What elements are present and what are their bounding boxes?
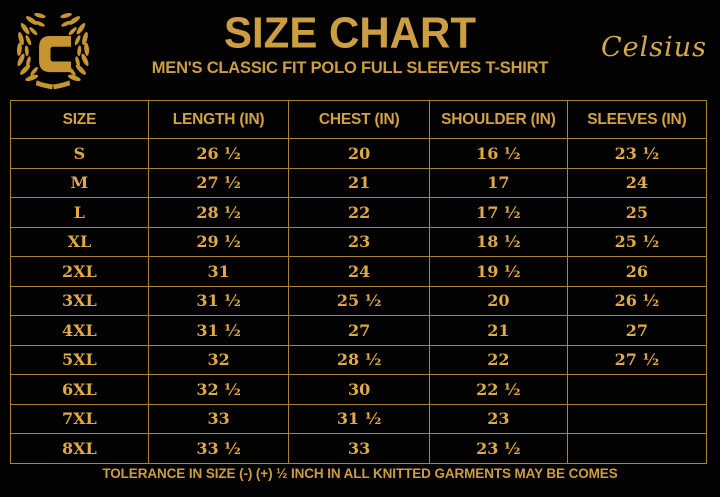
cell-shoulder: 20 (428, 285, 568, 316)
cell-sleeves: 26 (566, 256, 708, 287)
cell-chest: 28 ½ (288, 344, 430, 375)
cell-length: 33 (147, 403, 290, 434)
brand-name: Celsius (600, 32, 707, 63)
cell-length: 28 ½ (147, 197, 290, 228)
cell-shoulder: 21 (428, 315, 568, 346)
cell-sleeves (566, 403, 708, 434)
cell-shoulder: 16 ½ (428, 138, 568, 169)
cell-chest: 30 (288, 374, 430, 405)
cell-shoulder: 23 (428, 403, 568, 434)
cell-sleeves: 25 (566, 197, 708, 228)
cell-sleeves (566, 433, 708, 464)
table-row: 6XL 32 ½ 30 22 ½ (10, 374, 708, 405)
cell-size: 8XL (10, 433, 149, 464)
cell-length: 32 ½ (147, 374, 290, 405)
cell-length: 27 ½ (147, 167, 290, 198)
cell-size: 5XL (10, 344, 149, 375)
col-header-size: SIZE (10, 100, 149, 139)
cell-shoulder: 19 ½ (428, 256, 568, 287)
cell-chest: 31 ½ (288, 403, 430, 434)
table-row: L 28 ½ 22 17 ½ 25 (10, 197, 708, 228)
table-header-row: SIZE LENGTH (IN) CHEST (IN) SHOULDER (IN… (10, 100, 708, 139)
table-row: 4XL 31 ½ 27 21 27 (10, 315, 708, 346)
cell-chest: 20 (288, 138, 430, 169)
table-row: 8XL 33 ½ 33 23 ½ (10, 433, 708, 464)
cell-sleeves: 27 ½ (566, 344, 708, 375)
cell-shoulder: 17 (428, 167, 568, 198)
cell-sleeves (566, 374, 708, 405)
table-row: S 26 ½ 20 16 ½ 23 ½ (10, 138, 708, 169)
col-header-shoulder: SHOULDER (IN) (428, 100, 568, 139)
page-title: SIZE CHART (224, 8, 476, 57)
cell-size: 6XL (10, 374, 149, 405)
cell-chest: 24 (288, 256, 430, 287)
cell-length: 31 (147, 256, 290, 287)
table-row: 7XL 33 31 ½ 23 (10, 403, 708, 434)
page-subtitle: MEN'S CLASSIC FIT POLO FULL SLEEVES T-SH… (151, 59, 549, 77)
table-row: 5XL 32 28 ½ 22 27 ½ (10, 344, 708, 375)
cell-length: 26 ½ (147, 138, 290, 169)
cell-size: 3XL (10, 285, 149, 316)
cell-shoulder: 23 ½ (428, 433, 568, 464)
cell-shoulder: 17 ½ (428, 197, 568, 228)
cell-size: S (10, 138, 149, 169)
table-row: 2XL 31 24 19 ½ 26 (10, 256, 708, 287)
laurel-wreath-logo (16, 12, 90, 90)
cell-sleeves: 24 (566, 167, 708, 198)
cell-size: XL (10, 226, 149, 257)
header-title-block: SIZE CHART MEN'S CLASSIC FIT POLO FULL S… (90, 8, 610, 78)
cell-length: 32 (147, 344, 290, 375)
table-row: M 27 ½ 21 17 24 (10, 167, 708, 198)
table-row: 3XL 31 ½ 25 ½ 20 26 ½ (10, 285, 708, 316)
size-table: SIZE LENGTH (IN) CHEST (IN) SHOULDER (IN… (10, 100, 708, 464)
cell-shoulder: 22 ½ (428, 374, 568, 405)
tolerance-note: TOLERANCE IN SIZE (-) (+) ½ INCH IN ALL … (102, 466, 618, 481)
cell-chest: 25 ½ (288, 285, 430, 316)
cell-length: 31 ½ (147, 315, 290, 346)
cell-shoulder: 22 (428, 344, 568, 375)
cell-size: M (10, 167, 149, 198)
col-header-length: LENGTH (IN) (147, 100, 290, 139)
cell-chest: 33 (288, 433, 430, 464)
cell-size: 7XL (10, 403, 149, 434)
cell-shoulder: 18 ½ (428, 226, 568, 257)
cell-length: 31 ½ (147, 285, 290, 316)
cell-sleeves: 26 ½ (566, 285, 708, 316)
cell-size: 2XL (10, 256, 149, 287)
cell-chest: 23 (288, 226, 430, 257)
col-header-sleeves: SLEEVES (IN) (566, 100, 708, 139)
cell-sleeves: 23 ½ (566, 138, 708, 169)
cell-size: L (10, 197, 149, 228)
col-header-chest: CHEST (IN) (288, 100, 430, 139)
cell-chest: 21 (288, 167, 430, 198)
logo-letter-c (39, 36, 72, 73)
cell-length: 33 ½ (147, 433, 290, 464)
cell-chest: 27 (288, 315, 430, 346)
cell-sleeves: 25 ½ (566, 226, 708, 257)
cell-length: 29 ½ (147, 226, 290, 257)
cell-sleeves: 27 (566, 315, 708, 346)
table-row: XL 29 ½ 23 18 ½ 25 ½ (10, 226, 708, 257)
cell-size: 4XL (10, 315, 149, 346)
cell-chest: 22 (288, 197, 430, 228)
